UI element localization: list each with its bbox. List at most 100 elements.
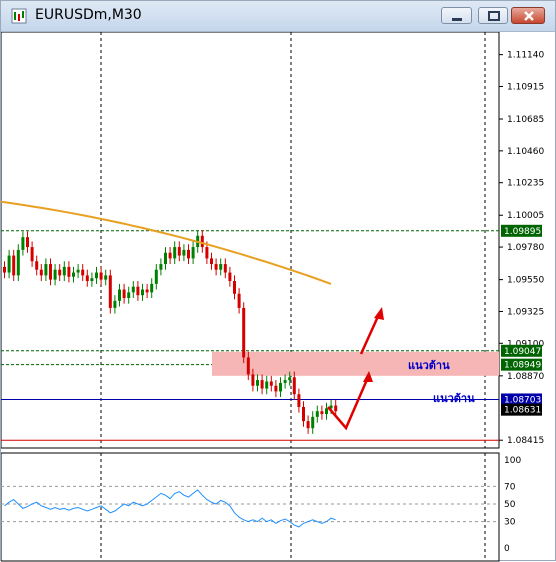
bull-candle xyxy=(219,264,223,270)
price-tag xyxy=(501,358,542,371)
indicator-line xyxy=(4,489,336,528)
price-tag-label: 1.08949 xyxy=(504,361,541,371)
bear-candle xyxy=(260,380,264,389)
bear-candle xyxy=(214,264,218,270)
price-chart[interactable]: 1.11140 1.10915 1.10685 1.10460 1.10235 1.100… xyxy=(1,32,555,562)
bull-candle xyxy=(329,405,333,409)
bull-candle xyxy=(173,247,177,259)
minimize-button[interactable] xyxy=(441,7,472,24)
bear-candle xyxy=(122,289,126,299)
indicator-levels xyxy=(1,485,499,523)
bear-candle xyxy=(67,266,71,277)
indicator-tick-label: 0 xyxy=(504,544,510,554)
resistance-line-label: แนวต้าน xyxy=(433,392,475,405)
forecast-arrow-path xyxy=(359,311,382,355)
bear-candle xyxy=(274,385,278,392)
price-tick-label: 1.08415 xyxy=(507,436,544,446)
bear-candle xyxy=(3,266,6,273)
price-tag xyxy=(501,403,542,416)
bear-candle xyxy=(269,381,273,386)
bear-candle xyxy=(12,255,16,276)
bull-candle xyxy=(141,289,144,296)
bull-candle xyxy=(131,286,135,293)
bull-candle xyxy=(53,269,57,280)
price-tick-label: 1.09550 xyxy=(507,276,544,286)
bear-candle xyxy=(306,421,310,429)
price-tick-label: 1.10460 xyxy=(507,147,544,157)
minimize-icon xyxy=(452,18,462,21)
bear-candle xyxy=(26,237,29,248)
close-icon xyxy=(524,11,534,21)
resistance-zone xyxy=(212,351,499,376)
indicator-tick-label: 50 xyxy=(504,500,516,510)
price-tick-label: 1.09100 xyxy=(507,339,544,349)
price-tick-label: 1.10915 xyxy=(507,82,544,92)
bear-candle xyxy=(49,264,52,280)
indicator-tick-label: 100 xyxy=(504,456,521,466)
bull-candle xyxy=(21,237,25,250)
price-tick-label: 1.10235 xyxy=(507,179,544,189)
price-tag xyxy=(501,224,542,237)
price-tag xyxy=(501,344,542,357)
bear-candle xyxy=(81,269,85,276)
title-bar[interactable]: EURUSDm,M30 xyxy=(1,1,555,32)
bear-candle xyxy=(237,293,241,308)
moving-average-line xyxy=(1,200,332,285)
bull-candle xyxy=(7,255,11,273)
price-tick-label: 1.10685 xyxy=(507,115,544,125)
bear-candle xyxy=(297,394,301,407)
bull-candle xyxy=(104,275,108,280)
bull-candle xyxy=(159,264,163,270)
bear-candle xyxy=(242,307,246,358)
bull-candle xyxy=(154,269,158,284)
indicator-frame xyxy=(1,452,500,562)
bull-candle xyxy=(62,266,66,276)
bull-candle xyxy=(72,272,75,277)
indicator-tick-label: 70 xyxy=(504,482,516,492)
bear-candle xyxy=(145,289,149,293)
price-tag-label: 1.08703 xyxy=(504,395,541,405)
bull-candle xyxy=(95,272,98,279)
maximize-button[interactable] xyxy=(478,7,508,24)
bull-candle xyxy=(283,380,287,383)
bear-candle xyxy=(334,405,338,412)
chart-icon xyxy=(11,8,27,24)
indicator-axis: 100 70 50 30 0 xyxy=(504,456,521,554)
bull-candle xyxy=(279,382,282,392)
bear-candle xyxy=(35,261,39,270)
price-tag-label: 1.09895 xyxy=(504,227,541,237)
price-tick-label: 1.08870 xyxy=(507,372,544,382)
price-axis: 1.11140 1.10915 1.10685 1.10460 1.10235 1.100… xyxy=(499,51,544,446)
price-tick-label: 1.09780 xyxy=(507,243,544,253)
price-tick-label: 1.09325 xyxy=(507,307,544,317)
bear-candle xyxy=(233,281,236,294)
bull-candle xyxy=(118,289,121,301)
maximize-icon xyxy=(488,11,500,21)
price-tick-label: 1.10005 xyxy=(507,211,544,221)
bull-candle xyxy=(265,381,269,389)
indicator-tick-label: 30 xyxy=(504,518,516,528)
price-tick-label: 1.11140 xyxy=(507,51,544,61)
bull-candle xyxy=(256,380,259,386)
close-button[interactable] xyxy=(511,7,545,24)
arrow-head-icon xyxy=(363,371,373,382)
bull-candle xyxy=(44,264,48,276)
resistance-zone-label: แนวต้าน xyxy=(408,359,450,372)
bear-candle xyxy=(168,252,172,259)
bull-candle xyxy=(113,300,117,308)
bear-candle xyxy=(228,272,232,282)
bear-candle xyxy=(187,249,190,259)
bull-candle xyxy=(325,408,328,415)
bear-candle xyxy=(251,374,255,386)
bear-candle xyxy=(108,275,112,308)
bear-candle xyxy=(210,258,213,265)
bear-candle xyxy=(85,275,89,282)
bear-candle xyxy=(292,377,296,395)
bear-candle xyxy=(223,264,227,273)
forecast-arrows xyxy=(327,307,384,431)
bear-candle xyxy=(99,272,103,280)
bull-candle xyxy=(76,269,80,273)
bull-candle xyxy=(288,377,292,381)
